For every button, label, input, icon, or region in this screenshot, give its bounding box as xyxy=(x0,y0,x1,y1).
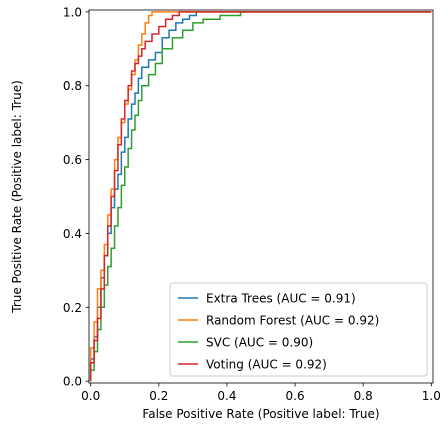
x-tick-label: 0.6 xyxy=(286,389,305,403)
y-tick-label: 0.6 xyxy=(63,153,82,167)
roc-curve-3 xyxy=(89,11,432,382)
y-tick-label: 0.0 xyxy=(63,375,82,389)
legend-entry-label: SVC (AUC = 0.90) xyxy=(206,336,313,350)
x-tick-label: 0.8 xyxy=(354,389,373,403)
x-tick-label: 0.0 xyxy=(81,389,100,403)
x-tick-label: 0.4 xyxy=(217,389,236,403)
x-tick-label: 0.2 xyxy=(149,389,168,403)
y-tick-label: 0.2 xyxy=(63,301,82,315)
legend: Extra Trees (AUC = 0.91) Random Forest (A… xyxy=(169,282,428,377)
y-tick-label: 0.8 xyxy=(63,79,82,93)
y-tick-label: 0.4 xyxy=(63,227,82,241)
x-axis-label: False Positive Rate (Positive label: Tru… xyxy=(142,407,379,421)
legend-entry-label: Extra Trees (AUC = 0.91) xyxy=(206,292,356,306)
roc-curves xyxy=(89,11,432,382)
y-axis-label: True Positive Rate (Positive label: True… xyxy=(10,80,24,314)
roc-curve-4 xyxy=(89,11,432,382)
y-tick-label: 1.0 xyxy=(63,5,82,19)
x-axis-ticks: 0.0 0.2 0.4 0.6 0.8 1.0 xyxy=(81,383,441,403)
plot-frame xyxy=(88,9,434,384)
legend-entry-label: Random Forest (AUC = 0.92) xyxy=(206,314,379,328)
y-axis-ticks: 0.0 0.2 0.4 0.6 0.8 1.0 xyxy=(63,5,89,389)
legend-frame xyxy=(169,282,428,377)
x-tick-label: 1.0 xyxy=(422,389,441,403)
legend-entry-label: Voting (AUC = 0.92) xyxy=(206,358,327,372)
